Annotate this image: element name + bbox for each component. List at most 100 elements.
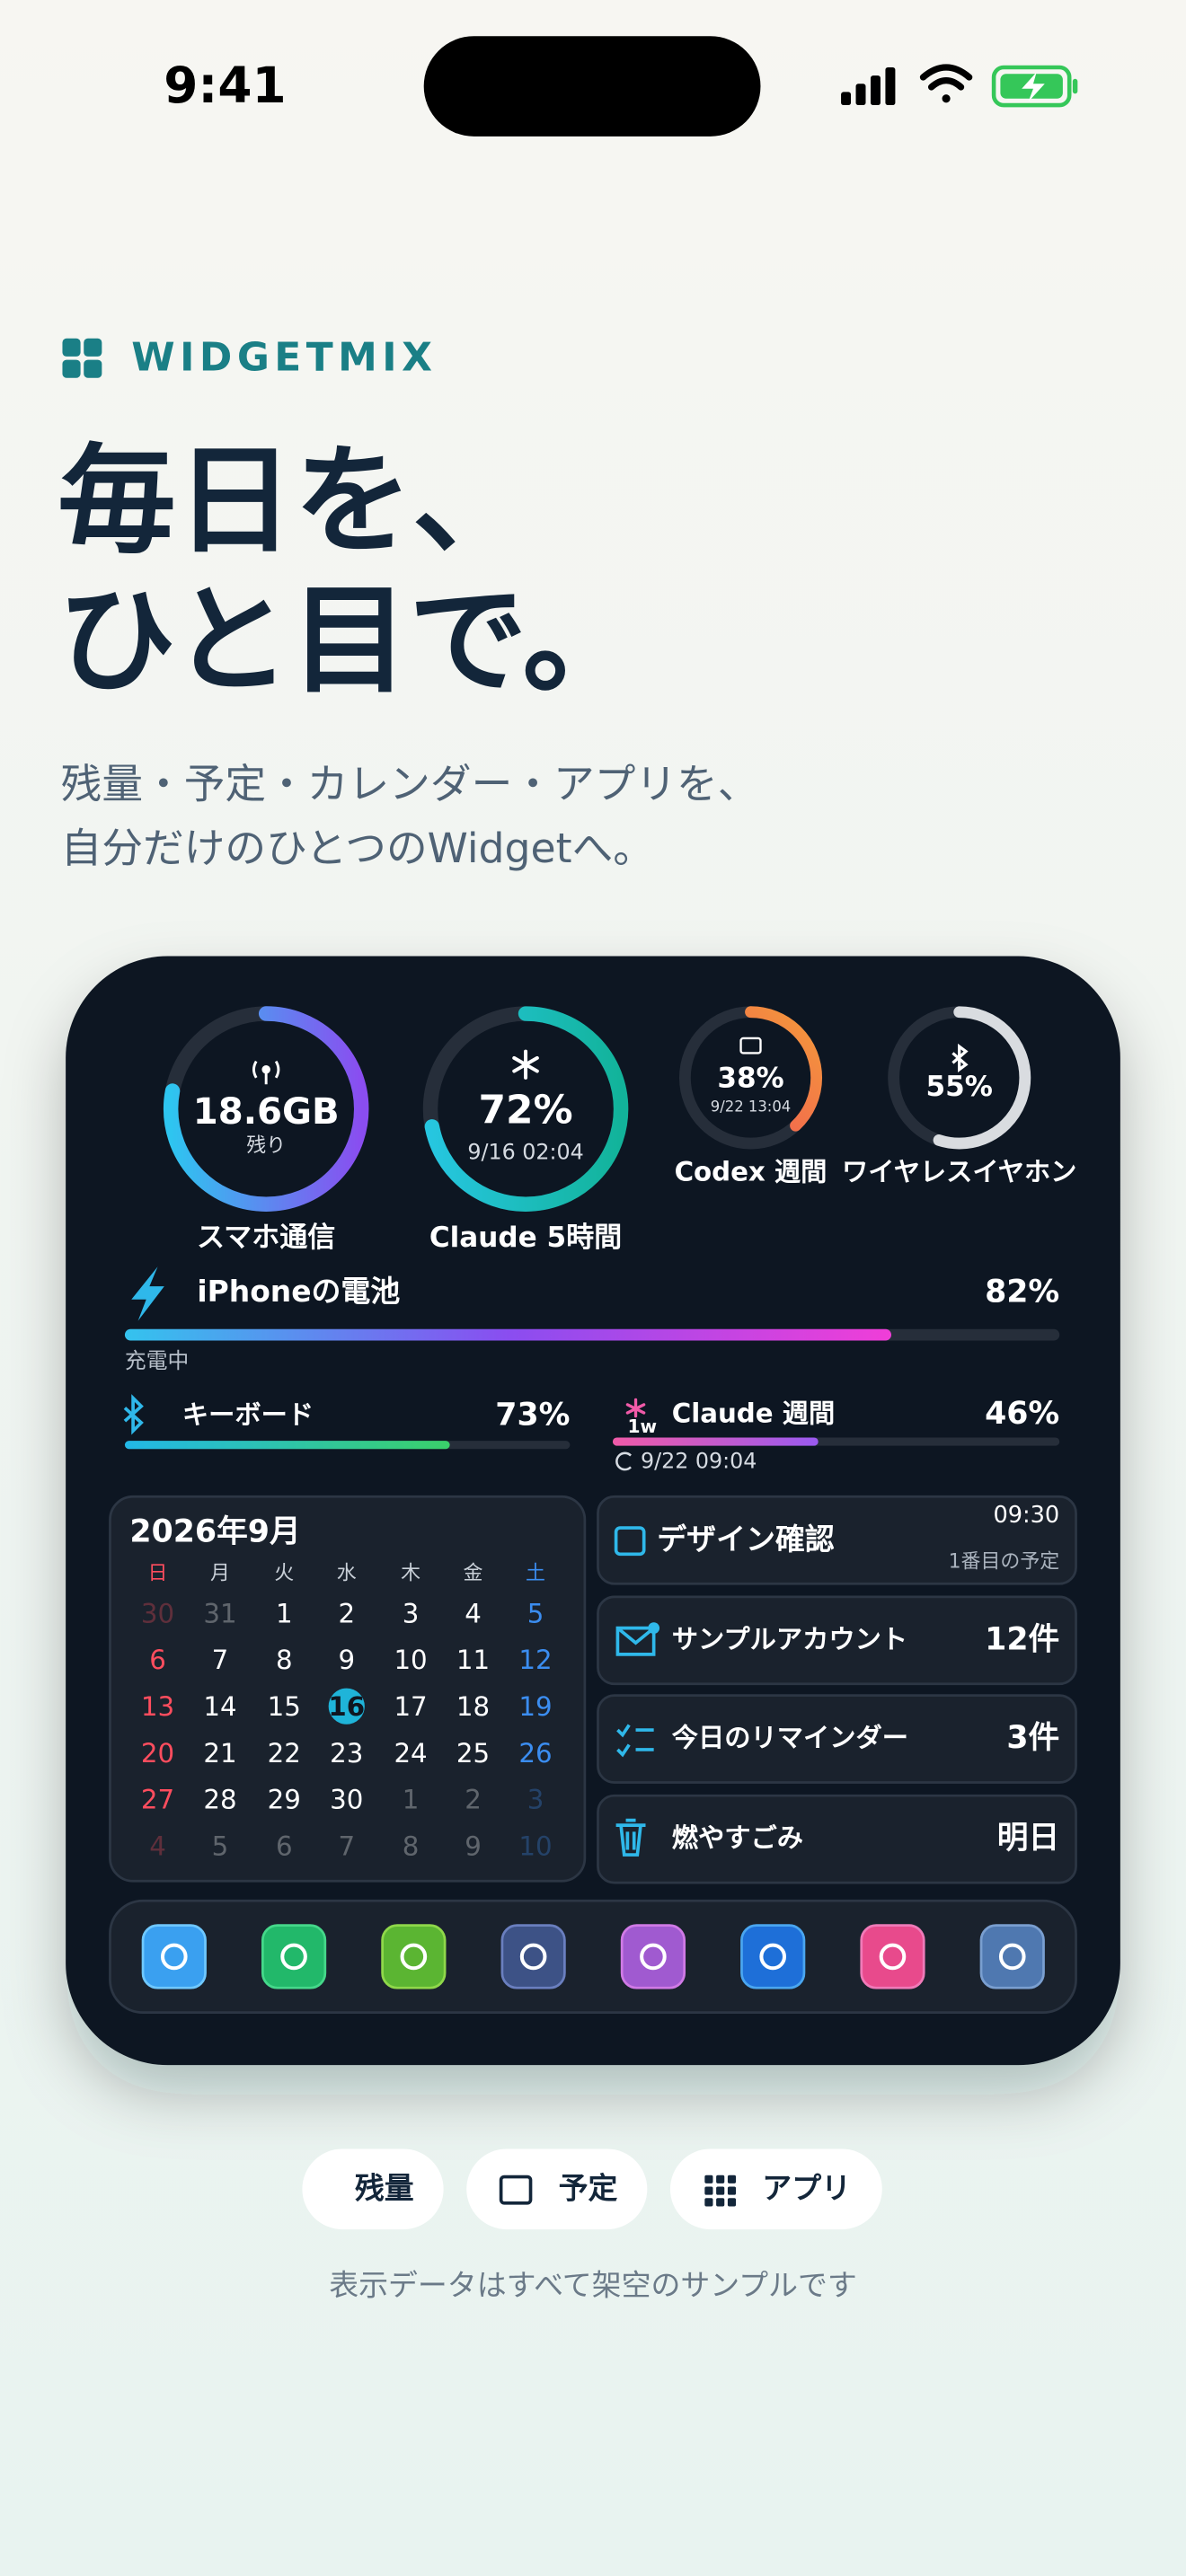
- weekday: 日: [148, 1562, 168, 1584]
- calendar-day: 30: [330, 1785, 363, 1815]
- antenna-waves: [252, 1060, 280, 1085]
- calendar-day: 8: [403, 1831, 420, 1861]
- app-glyph: [640, 1943, 667, 1971]
- grid-dot: [727, 2175, 737, 2183]
- ring-value: 72%: [479, 1087, 573, 1133]
- calendar-day: 15: [268, 1691, 301, 1722]
- claude-week-badge: 1w: [628, 1416, 658, 1437]
- calendar-day: 30: [141, 1598, 174, 1628]
- antenna-icon: [252, 1060, 280, 1085]
- calendar-day: 17: [394, 1691, 427, 1722]
- calendar-day: 3: [527, 1785, 544, 1815]
- calendar-day: 2: [338, 1598, 355, 1628]
- calendar-day: 6: [149, 1645, 166, 1675]
- calendar-day: 9: [465, 1831, 482, 1861]
- calendar-day: 14: [203, 1691, 236, 1722]
- ring-sub: 9/16 02:04: [467, 1140, 583, 1165]
- bar-label: Claude 週間: [672, 1398, 835, 1428]
- calendar-day: 24: [394, 1738, 427, 1769]
- grid-dot: [727, 2186, 737, 2195]
- calendar-day: 4: [149, 1831, 166, 1861]
- calendar-day: 3: [403, 1598, 420, 1628]
- bar-value: 46%: [985, 1396, 1059, 1432]
- item-time: 09:30: [993, 1502, 1059, 1529]
- app-icon[interactable]: [261, 1924, 327, 1989]
- app-icon[interactable]: [500, 1924, 566, 1989]
- grid-dot: [716, 2186, 725, 2195]
- bar-note: 充電中: [125, 1348, 189, 1373]
- calendar-day: 16: [328, 1691, 365, 1722]
- calendar-day: 13: [141, 1691, 174, 1722]
- bolt-icon: [131, 1266, 164, 1321]
- calendar-day: 20: [141, 1738, 174, 1769]
- app-icon[interactable]: [740, 1924, 806, 1989]
- app-glyph: [759, 1943, 787, 1971]
- bar-value: 73%: [495, 1398, 570, 1434]
- codex-icon: [739, 1037, 762, 1054]
- item-count: 3件: [1006, 1720, 1059, 1756]
- item-count: 12件: [985, 1621, 1059, 1657]
- app-icon[interactable]: [620, 1924, 686, 1989]
- app-glyph: [519, 1943, 547, 1971]
- antenna-dot: [261, 1064, 270, 1074]
- calendar-day: 8: [276, 1645, 293, 1675]
- dynamic-island: [423, 36, 761, 137]
- calendar-day: 10: [394, 1645, 427, 1675]
- calendar-day: 1: [403, 1785, 420, 1815]
- app-icon[interactable]: [860, 1924, 925, 1989]
- tab-pill[interactable]: [302, 2148, 444, 2230]
- ring-value: 38%: [717, 1063, 783, 1095]
- item-title: サンプルアカウント: [672, 1624, 907, 1654]
- grid-dot: [704, 2198, 713, 2207]
- battery-icon: [991, 65, 1078, 108]
- app-glyph: [998, 1943, 1026, 1971]
- app-glyph: [280, 1943, 307, 1971]
- ring-decoration: [163, 1006, 369, 1212]
- calendar-day: 7: [338, 1831, 355, 1861]
- app-icon[interactable]: [979, 1924, 1045, 1989]
- app-glyph: [879, 1943, 907, 1971]
- calendar-day: 27: [141, 1785, 174, 1815]
- app-glyph: [400, 1943, 428, 1971]
- mail-dot: [648, 1622, 660, 1635]
- today-marker: [328, 1688, 365, 1725]
- tab-label: アプリ: [762, 2171, 851, 2206]
- calendar-day: 31: [203, 1598, 236, 1628]
- wifi-icon: [919, 64, 973, 103]
- app-icon[interactable]: [381, 1924, 447, 1989]
- item-card: [597, 1595, 1077, 1686]
- ring-arc: [422, 1006, 629, 1212]
- tab-pill[interactable]: [466, 2148, 648, 2230]
- headline: ひと目で。: [58, 573, 641, 710]
- bluetooth-icon: [123, 1394, 144, 1435]
- calendar-tab-icon: [499, 2175, 533, 2205]
- headline: 毎日を、: [58, 433, 531, 570]
- grid-dot: [716, 2175, 725, 2183]
- calendar-day: 29: [268, 1785, 301, 1815]
- mail-icon: [615, 1626, 656, 1656]
- ring-label: ワイヤレスイヤホン: [842, 1156, 1076, 1187]
- calendar-day: 28: [203, 1785, 236, 1815]
- grid-dot: [704, 2186, 713, 2195]
- item-title: 今日のリマインダー: [672, 1723, 908, 1753]
- bar-label: iPhoneの電池: [197, 1274, 400, 1309]
- ring-arc: [888, 1006, 1031, 1150]
- weekday: 木: [401, 1562, 420, 1584]
- trash-icon: [615, 1818, 646, 1857]
- bar-fill: [124, 1441, 450, 1450]
- subtitle: 自分だけのひとつのWidgetへ。: [61, 825, 654, 872]
- item-count: 明日: [997, 1821, 1059, 1857]
- claude-week-icon: [625, 1398, 646, 1418]
- calendar-day: 21: [203, 1738, 236, 1769]
- tab-pill[interactable]: [669, 2148, 882, 2230]
- calendar-day: 22: [268, 1738, 301, 1769]
- calendar-day: 23: [330, 1738, 363, 1769]
- weekday: 水: [337, 1562, 357, 1584]
- grid-dot: [716, 2198, 725, 2207]
- calendar-title: 2026年9月: [129, 1514, 300, 1550]
- app-icon[interactable]: [141, 1924, 207, 1989]
- signal-icon: [841, 66, 896, 106]
- item-title: 燃やすごみ: [672, 1822, 803, 1853]
- weekday: 金: [464, 1562, 483, 1584]
- calendar-day: 25: [456, 1738, 490, 1769]
